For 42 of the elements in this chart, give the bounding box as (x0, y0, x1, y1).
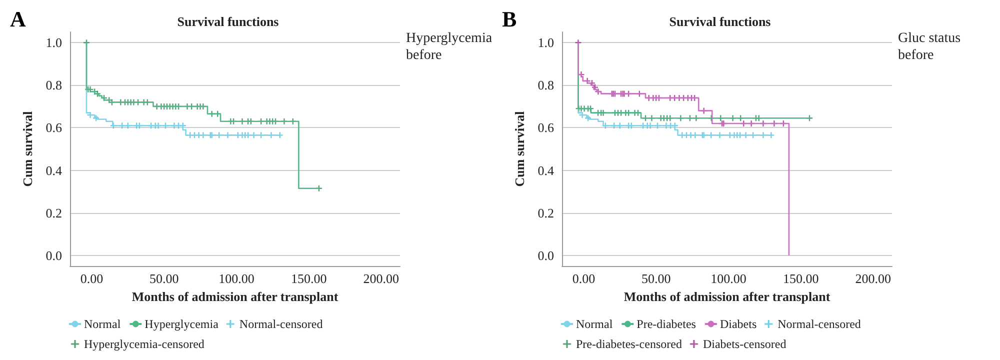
y-axis-title: Cum survival (20, 110, 35, 187)
x-tick-label: 0.00 (80, 271, 104, 286)
legend-label: Pre-diabetes-censored (576, 337, 682, 351)
y-tick-label: 0.6 (538, 120, 554, 136)
x-tick-label: 100.00 (218, 271, 254, 286)
y-tick-label: 0.8 (46, 78, 62, 93)
x-tick-label: 150.00 (290, 271, 327, 286)
legend-label: Normal (84, 317, 122, 331)
legend-title: Hyperglycemia before (406, 31, 496, 63)
text: A (10, 6, 26, 32)
x-axis-title: Months of admission after transplant (624, 288, 831, 304)
y-tick-label: 1.0 (538, 35, 554, 50)
legend-label: Hyperglycemia (144, 317, 220, 331)
legend-label: Normal-censored (239, 317, 323, 331)
x-tick-label: 50.00 (149, 271, 179, 286)
x-tick-label: 200.00 (363, 271, 400, 286)
y-axis-title: Cum survival (512, 110, 527, 187)
y-tick-label: 0.6 (46, 120, 62, 136)
legend-label: Hyperglycemia-censored (84, 337, 204, 351)
legend-label: Normal-censored (778, 317, 861, 331)
legend-label: Diabets-censored (702, 337, 786, 351)
y-tick-label: 0.2 (538, 205, 554, 220)
x-tick-label: 100.00 (710, 271, 746, 286)
x-tick-label: 50.00 (641, 271, 671, 286)
x-tick-label: 0.00 (572, 271, 596, 286)
y-tick-label: 0.8 (538, 78, 554, 93)
y-tick-label: 0.0 (538, 248, 554, 263)
text: B (502, 6, 517, 32)
y-tick-label: 0.4 (538, 162, 554, 178)
legend-label: Normal (576, 317, 614, 331)
x-tick-label: 150.00 (782, 271, 819, 286)
chart-title: Survival functions (669, 14, 771, 29)
legend-title: Gluc status before (898, 31, 964, 63)
y-tick-label: 1.0 (46, 35, 62, 50)
chart-title: Survival functions (177, 14, 279, 29)
legend-label: Pre-diabetes (636, 317, 696, 331)
y-tick-label: 0.4 (46, 162, 62, 178)
x-axis-title: Months of admission after transplant (132, 288, 339, 304)
x-tick-label: 200.00 (855, 271, 892, 286)
y-tick-label: 0.2 (46, 205, 62, 220)
y-tick-label: 0.0 (46, 248, 62, 263)
legend-label: Diabets (720, 317, 757, 331)
